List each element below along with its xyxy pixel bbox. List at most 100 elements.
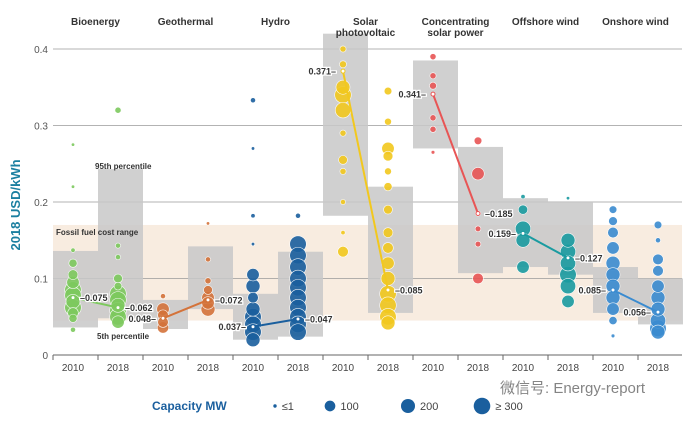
project-point <box>384 167 392 176</box>
y-tick-label: 0.3 <box>34 122 48 133</box>
project-point <box>651 279 665 293</box>
project-point <box>429 72 437 80</box>
y-tick-label: 0.2 <box>34 198 48 209</box>
weighted-average-label: 0.037– <box>218 322 246 332</box>
weighted-average-label: –0.072 <box>215 295 243 305</box>
legend-size-marker <box>273 404 277 408</box>
legend-size-label: 200 <box>420 401 438 413</box>
x-tick-label: 2018 <box>647 363 670 374</box>
project-point <box>429 114 437 122</box>
weighted-average-label: –0.075 <box>80 293 108 303</box>
weighted-average-trend-line <box>612 289 659 314</box>
weighted-average-label: 0.056– <box>623 308 651 318</box>
project-point <box>250 213 256 219</box>
weighted-average-marker <box>655 309 661 315</box>
project-point <box>384 117 392 126</box>
project-point <box>289 323 307 341</box>
project-point <box>204 277 212 285</box>
weighted-average-marker <box>115 305 121 311</box>
weighted-average-trend-line <box>342 70 389 291</box>
weighted-average-label: 0.159– <box>488 229 516 239</box>
project-point <box>607 226 619 239</box>
weighted-average-marker <box>160 315 166 321</box>
y-tick-label: 0.4 <box>34 45 48 56</box>
project-point <box>338 155 348 165</box>
fossil-range-label: Fossil fuel cost range <box>56 228 139 237</box>
project-point <box>383 86 393 96</box>
project-point <box>339 60 347 69</box>
x-tick-label: 2018 <box>377 363 400 374</box>
project-point <box>655 237 661 244</box>
project-point <box>339 45 347 53</box>
project-point <box>205 256 211 263</box>
weighted-average-label: –0.085 <box>395 285 423 295</box>
weighted-average-marker <box>205 297 211 303</box>
project-point <box>560 278 576 295</box>
project-point <box>67 269 79 280</box>
weighted-average-marker <box>475 210 481 216</box>
weighted-average-trend-line <box>72 296 119 309</box>
project-point <box>565 196 571 201</box>
project-point <box>382 150 394 162</box>
x-tick-label: 2010 <box>602 363 625 374</box>
weighted-average-trend-line <box>252 318 299 328</box>
project-point <box>70 326 76 333</box>
project-point <box>652 265 664 277</box>
project-point <box>561 294 575 308</box>
weighted-average-label: 0.341– <box>398 90 426 100</box>
project-point <box>340 199 346 205</box>
project-point <box>380 271 396 286</box>
x-tick-label: 2018 <box>467 363 490 374</box>
technology-header: Hydro <box>261 17 290 28</box>
legend-size-label: ≤1 <box>282 401 294 413</box>
project-point <box>429 53 437 61</box>
y-tick-label: 0 <box>42 351 48 362</box>
weighted-average-label: –0.062 <box>125 303 153 313</box>
project-point <box>610 333 616 339</box>
project-point <box>111 315 125 329</box>
project-point <box>382 227 394 238</box>
legend-size-marker <box>324 400 336 412</box>
project-point <box>250 97 256 104</box>
project-point <box>250 146 256 151</box>
technology-header: Offshore wind <box>512 17 579 28</box>
project-point <box>337 246 349 258</box>
percentile-band <box>323 33 368 216</box>
weighted-average-label: –0.047 <box>305 315 333 325</box>
project-point <box>245 278 261 294</box>
project-point <box>380 315 396 331</box>
project-point <box>203 285 213 295</box>
project-point <box>652 253 664 266</box>
project-point <box>606 241 620 255</box>
project-point <box>653 220 663 230</box>
project-point <box>340 230 346 236</box>
project-point <box>608 216 618 226</box>
project-point <box>68 258 78 268</box>
project-point <box>205 221 211 226</box>
project-point <box>115 254 121 260</box>
weighted-average-trend-line <box>162 298 209 320</box>
project-point <box>245 332 261 348</box>
project-point <box>560 232 576 248</box>
weighted-average-label: 0.085– <box>578 285 606 295</box>
project-point <box>250 242 256 247</box>
weighted-average-marker <box>385 287 391 293</box>
weighted-average-marker <box>340 68 346 74</box>
weighted-average-trend-line <box>432 93 479 214</box>
weighted-average-marker <box>430 91 436 97</box>
weighted-average-label: –0.127 <box>575 253 603 263</box>
project-point <box>295 212 301 219</box>
project-point <box>608 205 618 214</box>
project-point <box>472 272 484 285</box>
project-point <box>516 260 530 274</box>
project-point <box>518 204 528 215</box>
project-point <box>160 293 166 299</box>
weighted-average-label: 0.371– <box>308 67 336 77</box>
project-point <box>608 316 618 326</box>
x-tick-label: 2018 <box>287 363 310 374</box>
lower-percentile-label: 5th percentile <box>97 332 150 341</box>
technology-header: photovoltaic <box>336 28 396 39</box>
project-point <box>650 324 666 340</box>
project-point <box>68 313 78 323</box>
